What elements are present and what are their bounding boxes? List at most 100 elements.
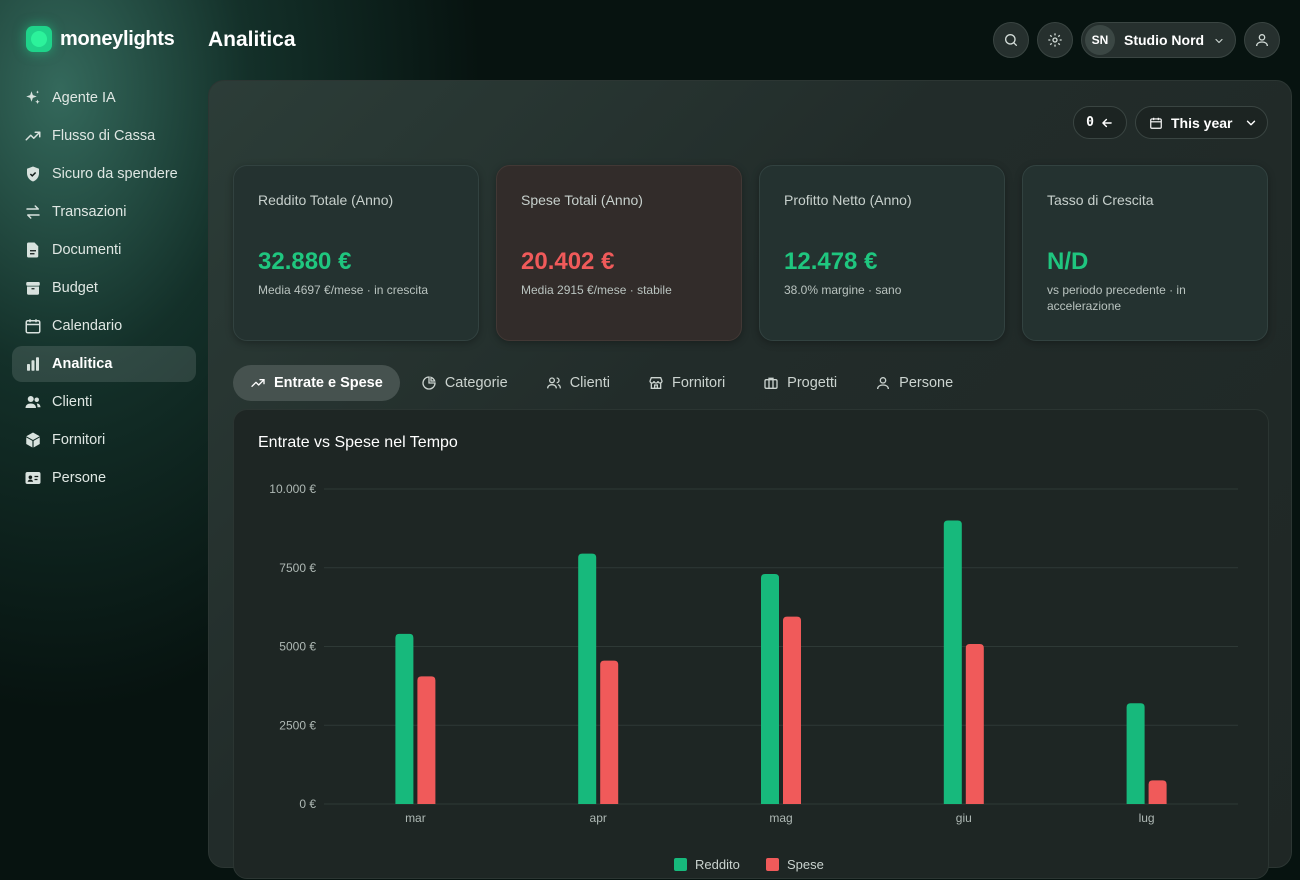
sidebar-item-label: Agente IA — [52, 90, 116, 106]
income-vs-expenses-chart: 0 € 2500 € 5000 € 7500 € 10.000 € mar apr mag gi… — [269, 482, 1238, 872]
search-icon — [1003, 32, 1019, 48]
kpi-subtitle: vs periodo precedente · in accelerazione — [1047, 283, 1186, 313]
arrow-left-icon — [1100, 116, 1114, 130]
bar-spese-apr — [600, 660, 619, 804]
kpi-value: 32.880 € — [258, 248, 352, 275]
sidebar-item-persone[interactable]: Persone — [12, 460, 196, 496]
org-switcher[interactable]: SN Studio Nord — [1081, 22, 1236, 58]
kpi-card-net-profit: Profitto Netto (Anno) 12.478 € 38.0% mar… — [759, 165, 1005, 341]
users-icon — [24, 393, 42, 411]
store-icon — [648, 375, 664, 391]
y-tick-label: 10.000 € — [269, 482, 316, 496]
x-tick-label: mar — [405, 811, 426, 825]
kpi-value: N/D — [1047, 248, 1089, 275]
tab-label: Fornitori — [671, 375, 726, 391]
tab-fornitori[interactable]: Fornitori — [631, 365, 742, 401]
calendar-icon — [1149, 116, 1163, 130]
calendar-icon — [24, 317, 42, 335]
chevron-down-icon — [1244, 116, 1258, 130]
kpi-value: 20.402 € — [521, 248, 615, 275]
document-icon — [24, 241, 42, 259]
reset-label: 0 — [1086, 115, 1094, 130]
kpi-title: Profitto Netto (Anno) — [784, 192, 912, 208]
chevron-down-icon — [1213, 34, 1225, 46]
cube-icon — [24, 431, 42, 449]
sidebar-item-label: Clienti — [52, 394, 93, 410]
tab-label: Categorie — [444, 375, 508, 391]
tab-persone[interactable]: Persone — [858, 365, 970, 401]
sidebar-item-label: Sicuro da spendere — [52, 166, 178, 182]
tab-label: Persone — [899, 375, 954, 391]
bar-spese-mag — [783, 616, 801, 804]
legend-label-reddito: Reddito — [695, 857, 740, 872]
shield-check-icon — [24, 165, 42, 183]
sidebar-item-analitica[interactable]: Analitica — [12, 346, 196, 382]
sidebar-item-documenti[interactable]: Documenti — [12, 232, 196, 268]
kpi-title: Spese Totali (Anno) — [521, 192, 643, 208]
legend-swatch-spese — [766, 858, 779, 871]
sidebar-item-agente-ia[interactable]: Agente IA — [12, 80, 196, 116]
sidebar-item-label: Persone — [52, 470, 107, 486]
x-tick-label: mag — [769, 811, 792, 825]
sidebar-item-budget[interactable]: Budget — [12, 270, 196, 306]
id-card-icon — [24, 469, 42, 487]
x-tick-label: giu — [956, 811, 972, 825]
kpi-subtitle: Media 4697 €/mese · in crescita — [258, 283, 429, 297]
y-tick-label: 7500 € — [279, 561, 316, 575]
sidebar-item-calendario[interactable]: Calendario — [12, 308, 196, 344]
bar-chart-icon — [24, 355, 42, 373]
sidebar-item-label: Transazioni — [52, 204, 127, 220]
sidebar-item-fornitori[interactable]: Fornitori — [12, 422, 196, 458]
sidebar-item-flusso-di-cassa[interactable]: Flusso di Cassa — [12, 118, 196, 154]
bar-reddito-mar — [395, 633, 414, 804]
kpi-card-growth-rate: Tasso di Crescita N/D vs periodo precede… — [1022, 165, 1268, 341]
kpi-subtitle: Media 2915 €/mese · stabile — [521, 283, 672, 297]
bar-spese-lug — [1148, 780, 1167, 804]
reset-period-button[interactable]: 0 — [1073, 106, 1127, 139]
x-tick-label: apr — [590, 811, 607, 825]
trend-up-icon — [250, 375, 266, 391]
bar-spese-giu — [965, 643, 984, 804]
y-tick-label: 2500 € — [279, 718, 316, 732]
tab-progetti[interactable]: Progetti — [746, 365, 854, 401]
settings-button[interactable] — [1037, 22, 1073, 58]
bar-reddito-lug — [1126, 703, 1145, 804]
trend-up-icon — [24, 127, 42, 145]
kpi-subtitle: 38.0% margine · sano — [784, 283, 902, 297]
bar-reddito-apr — [578, 553, 597, 804]
y-tick-label: 5000 € — [279, 640, 316, 654]
sidebar-item-label: Analitica — [52, 356, 113, 372]
arrows-swap-icon — [24, 203, 42, 221]
user-icon — [1254, 32, 1270, 48]
logo-mark-icon — [26, 26, 52, 52]
kpi-card-total-expenses: Spese Totali (Anno) 20.402 € Media 2915 … — [496, 165, 742, 341]
org-avatar: SN — [1085, 25, 1115, 55]
sidebar-item-clienti[interactable]: Clienti — [12, 384, 196, 420]
kpi-card-total-income: Reddito Totale (Anno) 32.880 € Media 469… — [233, 165, 479, 341]
bar-reddito-mag — [761, 574, 779, 804]
profile-button[interactable] — [1244, 22, 1280, 58]
tab-entrate-e-spese[interactable]: Entrate e Spese — [233, 365, 400, 401]
tab-label: Progetti — [787, 375, 838, 391]
search-button[interactable] — [993, 22, 1029, 58]
bar-reddito-giu — [943, 520, 962, 804]
y-tick-label: 0 € — [299, 797, 316, 811]
sidebar: Agente IA Flusso di Cassa Sicuro da spen… — [12, 80, 196, 498]
brand-logo[interactable]: moneylights — [26, 26, 175, 52]
chart-title: Entrate vs Spese nel Tempo — [258, 434, 458, 451]
period-select[interactable]: This year — [1135, 106, 1268, 139]
brand-name: moneylights — [60, 27, 175, 50]
kpi-value: 12.478 € — [784, 248, 878, 275]
analytics-panel: 0 This year Reddito Totale (Anno) 32.880… — [208, 80, 1292, 879]
sidebar-item-transazioni[interactable]: Transazioni — [12, 194, 196, 230]
gear-icon — [1047, 32, 1063, 48]
bar-spese-mar — [417, 676, 436, 804]
tab-categorie[interactable]: Categorie — [404, 365, 525, 401]
legend-label-spese: Spese — [787, 857, 824, 872]
sidebar-item-label: Documenti — [52, 242, 122, 258]
tab-clienti[interactable]: Clienti — [529, 365, 627, 401]
sidebar-item-sicuro-da-spendere[interactable]: Sicuro da spendere — [12, 156, 196, 192]
user-icon — [875, 375, 891, 391]
sidebar-item-label: Flusso di Cassa — [52, 128, 156, 144]
x-tick-label: lug — [1139, 811, 1155, 825]
